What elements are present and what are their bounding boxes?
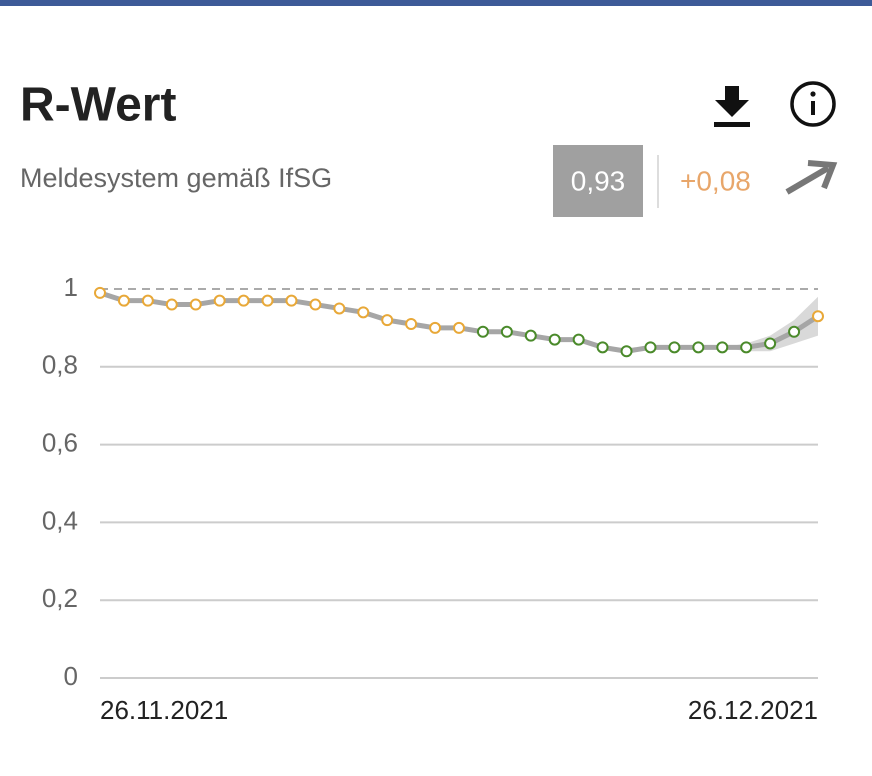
info-stem bbox=[811, 101, 815, 115]
data-point bbox=[117, 294, 130, 307]
info-circle bbox=[790, 81, 836, 127]
data-point bbox=[237, 294, 250, 307]
data-point bbox=[357, 306, 370, 319]
data-point bbox=[620, 345, 633, 358]
y-tick-label: 0,6 bbox=[42, 427, 78, 457]
data-point bbox=[429, 321, 442, 334]
y-tick-label: 0,4 bbox=[42, 505, 78, 535]
arrow-head bbox=[807, 160, 838, 190]
data-point bbox=[141, 294, 154, 307]
y-tick-label: 0,8 bbox=[42, 350, 78, 380]
trend-arrow bbox=[785, 160, 838, 195]
info-dot bbox=[810, 91, 816, 97]
y-tick-label: 0,2 bbox=[42, 583, 78, 613]
data-point bbox=[309, 298, 322, 311]
data-point bbox=[261, 294, 274, 307]
download-arrow bbox=[715, 86, 749, 117]
data-point bbox=[644, 341, 657, 354]
data-point bbox=[333, 302, 346, 315]
value-box bbox=[553, 145, 643, 217]
data-point bbox=[812, 310, 824, 323]
download-icon[interactable] bbox=[714, 86, 750, 127]
data-point bbox=[716, 341, 729, 354]
data-point bbox=[572, 333, 585, 346]
data-point bbox=[668, 341, 681, 354]
x-tick-label: 26.12.2021 bbox=[688, 695, 818, 725]
info-icon[interactable] bbox=[790, 81, 836, 127]
data-point bbox=[692, 341, 705, 354]
y-tick-label: 0 bbox=[64, 661, 78, 691]
arrow-shaft bbox=[785, 165, 830, 195]
data-point bbox=[381, 314, 394, 327]
data-point bbox=[453, 321, 465, 334]
data-point bbox=[94, 286, 106, 299]
data-point bbox=[548, 333, 561, 346]
data-point bbox=[476, 325, 489, 338]
data-point bbox=[405, 318, 418, 331]
change-value: +0,08 bbox=[680, 165, 751, 196]
y-tick-label: 1 bbox=[64, 272, 78, 302]
data-point bbox=[788, 325, 801, 338]
data-point bbox=[524, 329, 537, 342]
current-value: 0,93 bbox=[571, 165, 626, 196]
title: R-Wert bbox=[20, 79, 176, 132]
data-point bbox=[500, 325, 513, 338]
x-tick-label: 26.11.2021 bbox=[100, 695, 228, 725]
download-base bbox=[714, 122, 750, 127]
data-point bbox=[596, 341, 609, 354]
data-point bbox=[213, 294, 226, 307]
data-point bbox=[285, 294, 298, 307]
data-point bbox=[189, 298, 202, 311]
data-point bbox=[740, 341, 753, 354]
subtitle: Meldesystem gemäß IfSG bbox=[20, 163, 332, 193]
data-point bbox=[165, 298, 178, 311]
top-bar bbox=[0, 0, 872, 6]
data-point bbox=[764, 337, 777, 350]
